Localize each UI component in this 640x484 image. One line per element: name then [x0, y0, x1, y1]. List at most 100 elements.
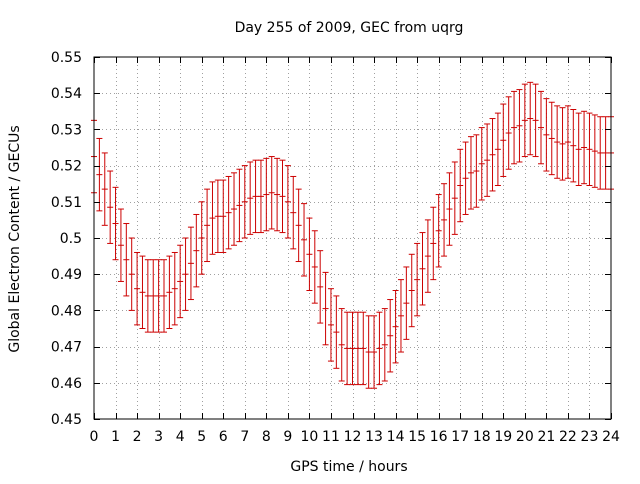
error-bar	[505, 96, 512, 170]
error-bar	[311, 230, 318, 304]
error-bar	[327, 288, 334, 362]
y-tick-label: 0.46	[51, 376, 82, 392]
error-bar	[441, 183, 448, 257]
error-bar	[478, 127, 485, 201]
error-bar	[484, 123, 491, 197]
error-bar	[521, 83, 528, 158]
error-bar	[155, 259, 162, 333]
error-bar	[435, 194, 442, 268]
x-tick-label: 24	[602, 429, 620, 445]
error-bar	[101, 152, 108, 226]
error-bar	[597, 116, 604, 190]
y-tick-label: 0.48	[51, 303, 82, 319]
x-tick-label: 9	[283, 429, 292, 445]
error-bar	[586, 112, 593, 187]
x-tick-label: 10	[301, 429, 319, 445]
error-bar	[166, 255, 173, 329]
chart-title: Day 255 of 2009, GEC from uqrg	[235, 20, 464, 36]
error-bar	[419, 232, 426, 306]
x-tick-label: 11	[322, 429, 340, 445]
error-bar	[338, 308, 345, 382]
error-bar	[516, 89, 523, 163]
error-bar	[575, 112, 582, 187]
error-bar	[473, 134, 480, 208]
error-bar	[360, 311, 367, 386]
error-bar	[214, 179, 221, 253]
x-tick-label: 0	[90, 429, 99, 445]
error-bar	[107, 170, 114, 244]
x-tick-label: 12	[344, 429, 362, 445]
error-bar	[128, 237, 135, 311]
error-bar	[96, 137, 103, 212]
error-bar	[247, 161, 254, 235]
x-tick-label: 14	[387, 429, 405, 445]
error-bar	[187, 226, 194, 301]
x-tick-label: 15	[408, 429, 426, 445]
error-bar	[134, 251, 141, 326]
x-axis-label: GPS time / hours	[290, 459, 407, 475]
error-bar	[268, 156, 275, 230]
error-bar	[354, 311, 361, 386]
error-bar	[602, 116, 609, 190]
x-tick-label: 7	[240, 429, 249, 445]
error-bar	[252, 159, 259, 234]
x-tick-label: 1	[111, 429, 120, 445]
error-bar	[564, 105, 571, 179]
error-bar	[570, 108, 577, 183]
x-tick-label: 19	[494, 429, 512, 445]
y-tick-label: 0.47	[51, 340, 82, 356]
error-bar	[430, 206, 437, 281]
label-layer: 0 1 2 3 4 5 6 7 8 9 10 11 12 13 14 15 16 17 18 19 20 21 22 23 24…	[51, 50, 620, 445]
y-axis-label: Global Electron Content / GECUs	[7, 125, 23, 352]
error-bar	[322, 271, 329, 346]
error-bar	[279, 159, 286, 234]
error-bar	[220, 179, 227, 253]
x-tick-label: 5	[197, 429, 206, 445]
error-bar	[559, 107, 566, 181]
error-bar	[193, 213, 200, 288]
error-bar	[317, 250, 324, 324]
error-bar	[225, 175, 232, 250]
error-bar	[274, 157, 281, 232]
error-bar	[161, 259, 168, 333]
error-bar	[457, 148, 464, 223]
error-bar	[365, 315, 372, 389]
error-bar	[290, 175, 297, 250]
error-bar	[204, 188, 211, 263]
error-bar	[494, 112, 501, 187]
error-bar	[537, 90, 544, 165]
x-tick-label: 17	[451, 429, 469, 445]
error-bar	[371, 315, 378, 389]
error-bar	[333, 295, 340, 369]
error-bar	[301, 203, 308, 277]
y-tick-label: 0.53	[51, 122, 82, 138]
error-bar	[392, 289, 399, 364]
error-bar	[344, 311, 351, 386]
error-bar	[306, 217, 313, 291]
x-tick-label: 16	[430, 429, 448, 445]
error-bar	[532, 83, 539, 158]
y-tick-label: 0.5	[60, 231, 82, 247]
error-bar	[171, 251, 178, 326]
error-bar	[543, 98, 550, 172]
y-tick-label: 0.45	[51, 412, 82, 428]
error-bar	[117, 208, 124, 282]
error-bar	[263, 157, 270, 232]
error-bar	[198, 201, 205, 275]
error-bar	[581, 110, 588, 185]
x-tick-label: 23	[581, 429, 599, 445]
error-bar	[349, 311, 356, 386]
x-tick-label: 4	[176, 429, 185, 445]
error-bar	[446, 172, 453, 246]
error-bar	[408, 253, 415, 328]
error-bar	[387, 299, 394, 373]
x-tick-label: 13	[365, 429, 383, 445]
error-bar	[554, 105, 561, 179]
x-tick-label: 2	[133, 429, 142, 445]
error-bar	[376, 311, 383, 386]
x-tick-label: 8	[262, 429, 271, 445]
error-bar	[144, 259, 151, 333]
error-bar	[451, 161, 458, 235]
